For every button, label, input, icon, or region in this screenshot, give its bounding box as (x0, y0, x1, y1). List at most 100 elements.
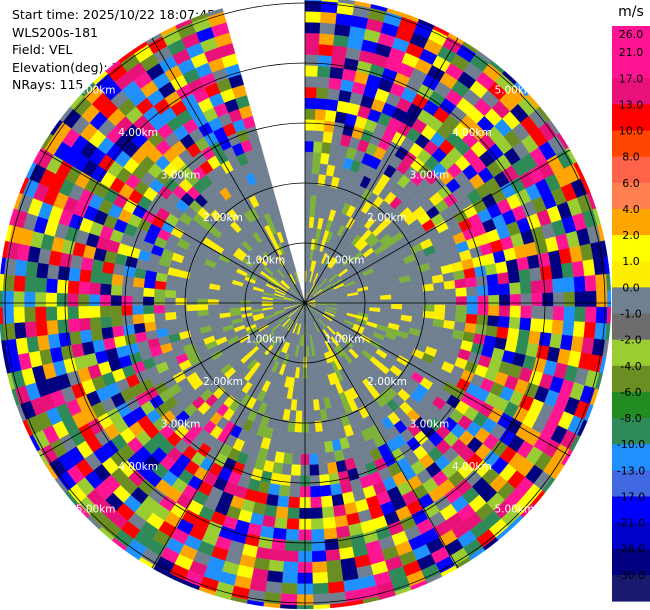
colorbar-tick: -6.0 (620, 386, 641, 399)
colorbar-swatch (612, 391, 650, 419)
velocity-gate (144, 321, 157, 332)
velocity-gate (310, 518, 324, 530)
velocity-gate (317, 54, 333, 67)
start-time-text: Start time: 2025/10/22 18:07:45 (12, 7, 216, 22)
velocity-gate (0, 290, 4, 308)
range-ring (124, 122, 486, 484)
velocity-gate (304, 65, 319, 77)
velocity-gate (321, 506, 335, 519)
velocity-gate (14, 259, 28, 277)
range-ring-label: 4.00km (452, 127, 492, 139)
velocity-gate (164, 304, 176, 313)
velocity-gate (295, 410, 303, 422)
velocity-gate (13, 290, 25, 308)
velocity-gate (304, 108, 316, 120)
velocity-gate (0, 323, 6, 341)
velocity-gate (281, 571, 298, 584)
velocity-gate (57, 319, 70, 334)
colorbar-tick: -21.0 (617, 517, 645, 530)
velocity-gate (186, 291, 198, 299)
velocity-gate (306, 367, 312, 379)
velocity-gate (263, 504, 278, 518)
velocity-gate (551, 319, 564, 335)
colorbar-swatch (612, 548, 650, 576)
velocity-gate (304, 205, 311, 217)
velocity-gate (3, 322, 16, 341)
velocity-gate (574, 306, 586, 323)
velocity-gate (307, 410, 315, 422)
velocity-gate (304, 0, 322, 2)
velocity-gate (495, 261, 509, 275)
velocity-gate (323, 120, 336, 133)
velocity-gate (133, 322, 146, 334)
velocity-gate (78, 293, 90, 307)
velocity-gate (333, 34, 350, 48)
velocity-gate (307, 388, 314, 401)
colorbar-swatch (612, 496, 650, 524)
colorbar-swatch (612, 235, 650, 262)
range-ring-label: 4.00km (118, 461, 158, 473)
colorbar-swatch (612, 52, 650, 79)
colorbar-tick: 4.0 (622, 203, 640, 216)
colorbar-swatch (612, 182, 650, 210)
velocity-gate (288, 496, 300, 509)
velocity-gate (47, 333, 61, 349)
velocity-gate (330, 55, 346, 69)
velocity-gate (266, 570, 284, 584)
range-ring-label: 1.00km (325, 334, 365, 346)
velocity-gate (484, 263, 498, 276)
colorbar-tick: -8.0 (620, 412, 641, 425)
velocity-gate (485, 325, 499, 338)
velocity-gate (304, 184, 312, 196)
velocity-gate (595, 273, 608, 292)
velocity-gate (563, 306, 576, 322)
velocity-gate (391, 304, 403, 310)
velocity-gate (582, 259, 596, 277)
velocity-gate (585, 290, 597, 308)
velocity-gate (111, 325, 125, 338)
colorbar-tick: -13.0 (617, 464, 645, 477)
velocity-gate (477, 295, 489, 306)
velocity-gate (308, 442, 318, 455)
velocity-gate (164, 311, 177, 321)
velocity-gate (314, 108, 327, 121)
velocity-gate (311, 539, 326, 552)
velocity-gate (275, 506, 289, 519)
colorbar-tick: -1.0 (620, 308, 641, 321)
velocity-gate (474, 265, 487, 278)
colorbar-tick: 1.0 (622, 255, 640, 268)
velocity-gate (505, 258, 519, 273)
velocity-gate (498, 283, 511, 296)
range-ring-label: 4.00km (452, 461, 492, 473)
range-ring-label: 1.00km (246, 254, 286, 266)
velocity-gate (529, 318, 543, 333)
velocity-gate (186, 310, 198, 318)
velocity-gate (110, 284, 123, 296)
velocity-gate (497, 316, 510, 329)
velocity-gate (132, 295, 144, 306)
colorbar-tick: 6.0 (622, 177, 640, 190)
velocity-gate (24, 291, 36, 307)
velocity-gate (90, 327, 104, 342)
velocity-gate (122, 275, 135, 287)
velocity-gate (278, 484, 291, 497)
velocity-gate (317, 65, 332, 78)
velocity-gate (229, 303, 241, 309)
velocity-gate (593, 257, 607, 276)
velocity-gate (528, 330, 541, 346)
range-ring-label: 3.00km (410, 418, 450, 430)
velocity-gate (326, 98, 339, 112)
velocity-gate (328, 472, 341, 486)
velocity-gate (45, 292, 57, 307)
velocity-gate (539, 265, 553, 281)
velocity-gate (380, 294, 392, 301)
velocity-gate (412, 291, 424, 299)
velocity-gate (329, 66, 344, 80)
velocity-gate (293, 432, 302, 444)
velocity-gate (196, 298, 209, 305)
velocity-gate (308, 453, 319, 466)
velocity-gate (531, 293, 543, 307)
velocity-gate (79, 329, 93, 344)
velocity-gate (78, 281, 91, 295)
velocity-gate (313, 409, 322, 422)
